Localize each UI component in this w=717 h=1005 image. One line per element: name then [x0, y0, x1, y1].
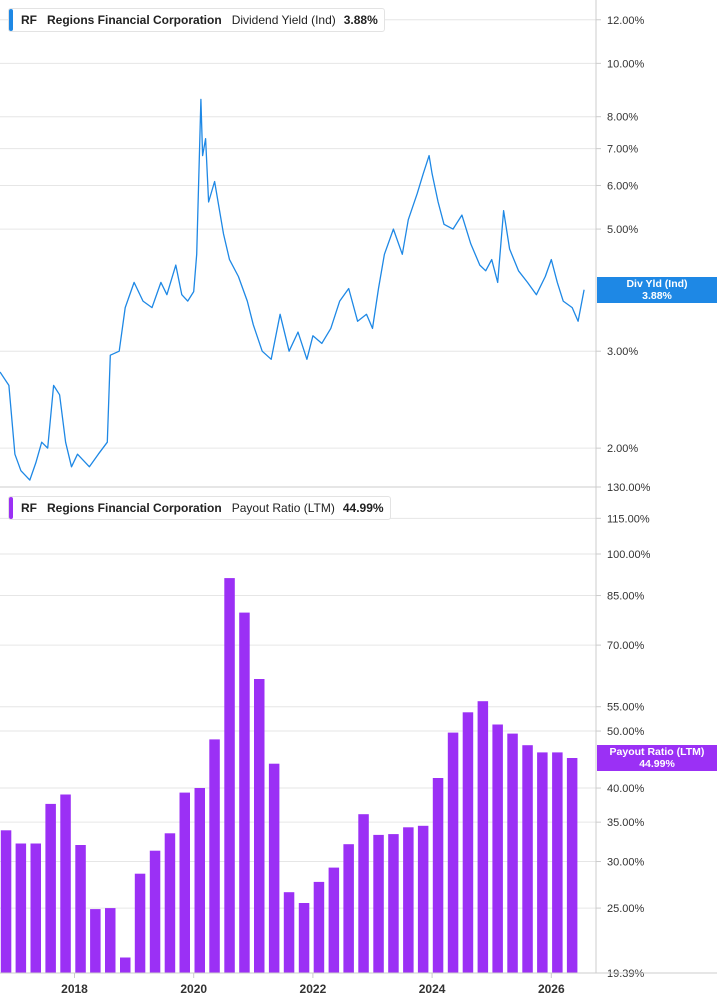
y-tick-label: 100.00% [607, 549, 651, 561]
payout-bar [328, 867, 340, 973]
payout-bar [194, 788, 205, 973]
y-tick-label: 115.00% [607, 513, 650, 525]
y-tick-label: 40.00% [607, 783, 645, 795]
y-tick-label: 35.00% [607, 817, 645, 829]
payout-legend-swatch [9, 497, 13, 519]
y-tick-label: 55.00% [607, 702, 645, 714]
y-tick-label: 85.00% [607, 591, 645, 603]
top-panel-gridlines [0, 19, 596, 449]
payout-bar [75, 845, 86, 973]
payout-bar [552, 752, 563, 973]
y-tick-label: 130.00% [607, 482, 651, 494]
payout-bar [432, 778, 444, 973]
payout-bar [90, 909, 101, 973]
payout-bar [268, 763, 280, 973]
end-label-value: 44.99% [639, 758, 675, 770]
legend-company: Regions Financial Corporation [47, 13, 222, 27]
payout-bar [462, 712, 474, 973]
payout-bar [224, 578, 235, 973]
dividend-yield-line [0, 98, 585, 481]
y-tick-label: 30.00% [607, 857, 645, 869]
payout-ratio-end-label: Payout Ratio (LTM) 44.99% [597, 745, 717, 771]
payout-bar [120, 957, 131, 973]
payout-bar [149, 850, 161, 973]
payout-bar [566, 758, 578, 973]
x-axis: 2018 2020 2022 2024 2026 [0, 486, 717, 996]
payout-ratio-series [0, 578, 578, 973]
dividend-yield-end-label: Div Yld (Ind) 3.88% [597, 277, 717, 303]
end-label-value: 3.88% [642, 290, 672, 302]
payout-bar [447, 732, 459, 973]
y-tick-label: 5.00% [607, 224, 638, 236]
legend-metric: Dividend Yield (Ind) [231, 13, 336, 27]
payout-bar [537, 752, 548, 973]
y-tick-label: 70.00% [607, 640, 645, 652]
bottom-legend[interactable]: RF Regions Financial Corporation Payout … [8, 496, 391, 520]
x-tick-label: 2024 [419, 982, 446, 996]
payout-bar [30, 843, 41, 973]
payout-bar [209, 739, 220, 973]
yield-legend-swatch [9, 9, 13, 31]
y-tick-label: 12.00% [607, 15, 645, 27]
payout-bar [179, 792, 190, 973]
payout-bar [403, 827, 414, 973]
payout-bar [15, 843, 27, 973]
payout-bar [522, 745, 533, 973]
payout-bar [417, 825, 429, 973]
payout-bar [0, 830, 12, 973]
payout-bar [358, 814, 369, 973]
payout-bar [254, 679, 265, 973]
payout-bar [105, 908, 116, 973]
payout-bar [164, 833, 176, 973]
payout-bar [388, 834, 399, 973]
legend-value: 44.99% [342, 501, 384, 515]
payout-bar [134, 873, 146, 973]
legend-ticker: RF [21, 501, 37, 515]
bottom-panel-y-axis: 19.39% 25.00% 30.00% 35.00% 40.00% 50.00% 55.0… [595, 477, 651, 980]
y-tick-label: 3.00% [607, 346, 638, 358]
y-tick-label: 25.00% [607, 903, 645, 915]
payout-bar [239, 612, 250, 973]
end-label-metric: Div Yld (Ind) [626, 278, 688, 290]
y-tick-label: 8.00% [607, 112, 638, 124]
top-panel-y-axis: 2.00% 3.00% 5.00% 6.00% 7.00% 8.00% 10.00% 12.0… [595, 0, 645, 487]
legend-ticker: RF [21, 13, 37, 27]
payout-bar [60, 794, 71, 973]
payout-bar [313, 881, 325, 973]
bottom-panel-gridlines [0, 486, 596, 974]
legend-metric: Payout Ratio (LTM) [231, 501, 335, 515]
x-tick-label: 2020 [180, 982, 207, 996]
y-tick-label: 2.00% [607, 443, 638, 455]
dividend-yield-series [0, 98, 585, 481]
payout-bar [283, 892, 295, 973]
payout-bar [298, 903, 310, 973]
x-tick-label: 2026 [538, 982, 565, 996]
legend-company: Regions Financial Corporation [47, 501, 222, 515]
y-tick-label: 50.00% [607, 726, 645, 738]
y-tick-label: 6.00% [607, 180, 638, 192]
x-tick-label: 2018 [61, 982, 88, 996]
payout-bar [373, 834, 384, 973]
payout-bar [507, 733, 518, 973]
y-tick-label: 10.00% [607, 58, 645, 70]
end-label-metric: Payout Ratio (LTM) [609, 746, 705, 758]
payout-bar [477, 701, 489, 973]
y-tick-label: 19.39% [607, 968, 645, 980]
payout-bar [45, 803, 56, 973]
x-tick-label: 2022 [300, 982, 327, 996]
y-tick-label: 7.00% [607, 144, 638, 156]
top-legend[interactable]: RF Regions Financial Corporation Dividen… [8, 8, 385, 32]
payout-bar [343, 844, 354, 973]
legend-value: 3.88% [343, 13, 378, 27]
payout-bar [492, 724, 503, 973]
